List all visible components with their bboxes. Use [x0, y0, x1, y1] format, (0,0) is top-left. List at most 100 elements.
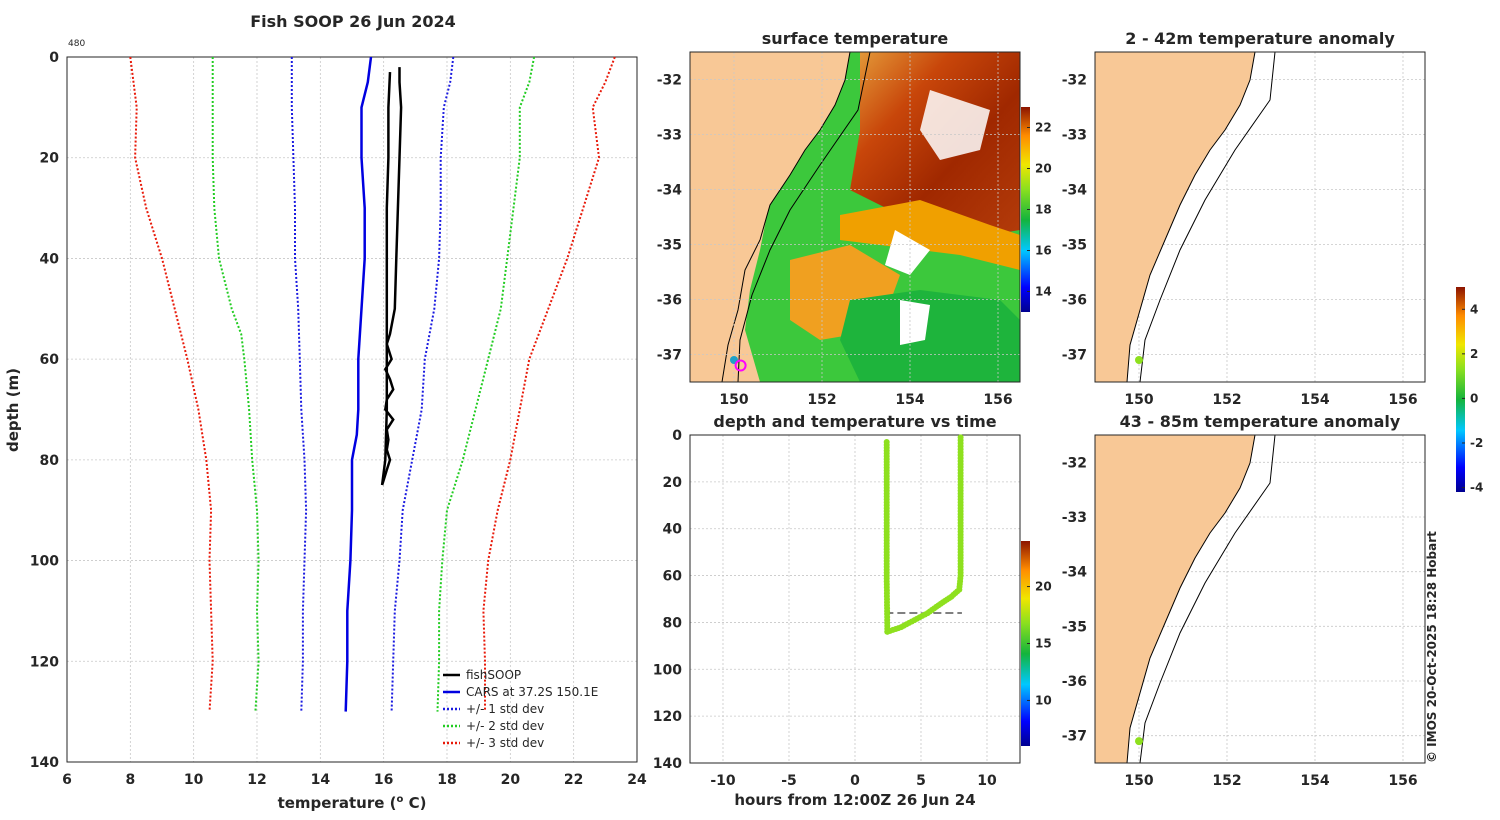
timeseries-y-tick-label: 0	[672, 428, 682, 444]
sst-colorbar	[1021, 107, 1030, 312]
profile-x-ticks: 6 8 10 12 14 16 18 20 22 24	[62, 772, 647, 788]
legend-label-cars: CARS at 37.2S 150.1E	[466, 685, 598, 699]
sst-colorbar-tick-label: 18	[1035, 203, 1052, 217]
legend-label-std1: +/- 1 std dev	[466, 702, 544, 716]
anomaly-shallow-lon-tick-label: 152	[1212, 392, 1241, 408]
anomaly-shallow-isobath	[1139, 51, 1276, 383]
anomaly-deep-coastline	[1094, 434, 1256, 764]
anomaly-deep-axes-frame	[1094, 434, 1426, 764]
timeseries-y-tick-label: 100	[653, 662, 682, 678]
anomaly-colorbar-tick-label: 4	[1470, 302, 1478, 316]
anomaly-deep-lon-tick-label: 152	[1212, 773, 1241, 789]
timeseries-y-tick-label: 140	[653, 756, 682, 772]
sst-cool-water	[840, 290, 1020, 382]
profile-y-tick-label: 120	[30, 654, 59, 670]
anomaly-deep-lat-tick-label: -37	[1062, 729, 1087, 745]
sst-warm-filament	[840, 200, 1020, 270]
profile-y-tick-label: 40	[40, 251, 60, 267]
profile-y-ticks: 0 20 40 60 80 100 120 140	[30, 50, 59, 771]
anomaly-deep-lon-tick-label: 154	[1300, 773, 1329, 789]
profile-series	[129, 56, 616, 712]
sst-colorbar-tick-label: 16	[1035, 244, 1052, 258]
sst-current-position-marker	[734, 359, 747, 372]
profile-x-tick-label: 20	[501, 772, 521, 788]
profile-line-cars-at-37-2s-150-1e	[344, 56, 373, 712]
anomaly-colorbar	[1456, 287, 1465, 492]
profile-x-tick-label: 18	[437, 772, 456, 788]
sst-lat-tick-label: -36	[657, 293, 682, 309]
timeseries-x-tick-label: 5	[916, 773, 926, 789]
sst-cloud-3	[920, 90, 990, 160]
anomaly-shallow-lat-tick-label: -33	[1062, 128, 1087, 144]
timeseries-y-tick-label: 80	[663, 615, 683, 631]
anomaly-shallow-lat-tick-label: -35	[1062, 238, 1087, 254]
profile-y-tick-label: 140	[30, 755, 59, 771]
legend-label-std2: +/- 2 std dev	[466, 719, 544, 733]
profile-x-tick-label: 10	[184, 772, 204, 788]
timeseries-colorbar-tick-label: 20	[1035, 580, 1052, 594]
anomaly-deep-lon-tick-label: 156	[1388, 773, 1417, 789]
profile-x-label: temperature (o C)	[278, 794, 427, 812]
sst-cloud-2	[900, 300, 930, 345]
timeseries-y-tick-label: 60	[663, 569, 683, 585]
sst-lat-tick-label: -32	[657, 73, 682, 89]
anomaly-shallow-lat-tick-label: -32	[1062, 73, 1087, 89]
profile-line--1-std-dev	[390, 56, 455, 712]
timeseries-x-tick-label: 0	[850, 773, 860, 789]
profile-x-tick-label: 12	[247, 772, 266, 788]
timeseries-points	[883, 434, 964, 635]
timeseries-colorbar-tick-label: 15	[1035, 637, 1052, 651]
anomaly-colorbar-tick-label: 0	[1470, 391, 1478, 405]
anomaly-shallow-lon-tick-label: 154	[1300, 392, 1329, 408]
sst-lon-tick-label: 150	[719, 392, 748, 408]
timeseries-y-tick-label: 120	[653, 709, 682, 725]
profile-x-tick-label: 14	[311, 772, 331, 788]
timeseries-y-tick-label: 20	[663, 475, 683, 491]
profile-x-tick-label: 6	[62, 772, 72, 788]
anomaly-deep-lat-tick-label: -33	[1062, 510, 1087, 526]
anomaly-deep-lat-tick-label: -34	[1062, 565, 1088, 581]
profile-line--1-std-dev	[290, 57, 308, 712]
footer-credit: © IMOS 20-Oct-2025 18:28 Hobart	[1425, 531, 1439, 763]
sst-title: surface temperature	[762, 29, 949, 48]
sst-lon-tick-label: 152	[807, 392, 836, 408]
sst-map-panel: surface temperature 150 152 154 156 -32 -33 -3…	[657, 29, 1052, 408]
timeseries-x-tick-label: -5	[781, 773, 797, 789]
anomaly-shallow-marker	[1135, 356, 1143, 364]
profile-legend: fishSOOP CARS at 37.2S 150.1E +/- 1 std …	[443, 668, 598, 750]
sst-lat-tick-label: -35	[657, 238, 682, 254]
profile-panel: Fish SOOP 26 Jun 2024 480 6 8 10 12 14 16 18 20…	[4, 12, 647, 812]
timeseries-panel: depth and temperature vs time -10 -5 0 5 100…	[653, 412, 1052, 809]
profile-axes-frame	[66, 56, 638, 763]
profile-line--3-std-dev	[482, 56, 616, 712]
sst-isobath	[737, 52, 871, 382]
anomaly-deep-marker	[1135, 737, 1143, 746]
timeseries-y-tick-label: 40	[663, 522, 683, 538]
timeseries-x-tick-label: -10	[710, 773, 736, 789]
anomaly-shallow-lat-tick-label: -34	[1062, 183, 1088, 199]
profile-x-tick-label: 16	[374, 772, 393, 788]
profile-x-tick-label: 24	[627, 772, 647, 788]
timeseries-title: depth and temperature vs time	[713, 412, 996, 431]
anomaly-deep-title: 43 - 85m temperature anomaly	[1120, 412, 1401, 431]
profile-x-tick-label: 8	[125, 772, 135, 788]
timeseries-colorbar-tick-label: 10	[1035, 693, 1052, 707]
anomaly-deep-panel: 43 - 85m temperature anomaly 150 152 154 15…	[1062, 287, 1483, 789]
legend-label-fishsoop: fishSOOP	[466, 668, 521, 682]
sst-lat-tick-label: -33	[657, 128, 682, 144]
timeseries-x-tick-label: 10	[977, 773, 997, 789]
profile-line--2-std-dev	[211, 57, 260, 712]
anomaly-colorbar-tick-label: 2	[1470, 347, 1478, 361]
anomaly-shallow-lat-tick-label: -37	[1062, 348, 1087, 364]
anomaly-shallow-lat-tick-label: -36	[1062, 293, 1087, 309]
anomaly-deep-lon-tick-label: 150	[1124, 773, 1153, 789]
sst-cloud-1	[885, 230, 930, 275]
anomaly-colorbar-tick-label: -4	[1470, 481, 1483, 495]
profile-y-tick-label: 0	[49, 50, 59, 66]
sst-axes-frame	[689, 51, 1021, 383]
anomaly-colorbar-tick-label: -2	[1470, 436, 1483, 450]
timeseries-colorbar	[1021, 541, 1030, 746]
profile-y-tick-label: 80	[40, 453, 60, 469]
profile-corner-label: 480	[68, 39, 85, 49]
anomaly-deep-lat-tick-label: -35	[1062, 619, 1087, 635]
